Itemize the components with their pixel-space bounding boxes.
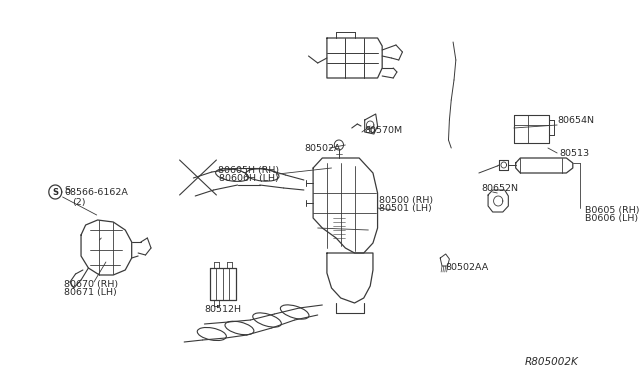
Text: 80606H (LH): 80606H (LH) xyxy=(220,173,279,183)
Text: 80502AA: 80502AA xyxy=(445,263,489,273)
Text: 80652N: 80652N xyxy=(482,183,518,192)
Text: 80501 (LH): 80501 (LH) xyxy=(380,203,432,212)
Text: 80512H: 80512H xyxy=(204,305,241,314)
Text: R805002K: R805002K xyxy=(525,357,579,367)
Text: B0605 (RH): B0605 (RH) xyxy=(585,205,639,215)
Text: 80570M: 80570M xyxy=(365,125,403,135)
Text: 80502A: 80502A xyxy=(304,144,340,153)
Text: S: S xyxy=(65,186,70,195)
Text: 80654N: 80654N xyxy=(557,115,594,125)
Text: 80605H (RH): 80605H (RH) xyxy=(218,166,279,174)
Text: B0606 (LH): B0606 (LH) xyxy=(585,214,638,222)
Text: 80671 (LH): 80671 (LH) xyxy=(65,289,117,298)
Text: 80513: 80513 xyxy=(559,148,589,157)
Text: S: S xyxy=(52,187,58,196)
Text: 80500 (RH): 80500 (RH) xyxy=(380,196,433,205)
Text: 08566-6162A: 08566-6162A xyxy=(65,187,129,196)
Text: 80670 (RH): 80670 (RH) xyxy=(65,280,118,289)
Text: (2): (2) xyxy=(72,198,85,206)
